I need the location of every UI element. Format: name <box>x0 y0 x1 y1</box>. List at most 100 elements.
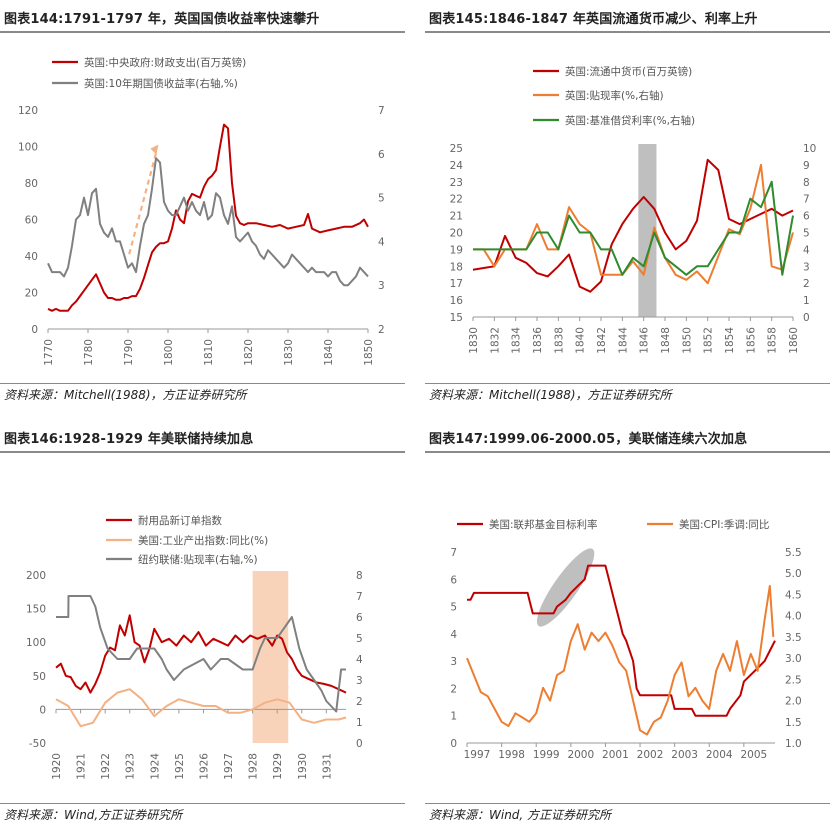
series-line <box>473 180 794 276</box>
legend-label: 英国:基准借贷利率(%,右轴) <box>565 114 695 127</box>
y-right-tick-label: 0 <box>803 312 810 324</box>
series-line <box>55 614 347 694</box>
y-left-tick-label: 17 <box>450 278 463 290</box>
y-right-tick-label: 6 <box>803 211 810 223</box>
legend-label: 英国:流通中货币(百万英镑) <box>565 65 692 78</box>
title-rule <box>425 451 830 453</box>
y-left-tick-label: 20 <box>25 288 38 300</box>
x-tick-label: 1838 <box>553 327 565 354</box>
y-right-tick-label: 6 <box>356 612 363 624</box>
y-right-tick-label: 5 <box>803 228 810 240</box>
chart-figure-144: 1770 1780 1790 1800 1810 1820 1830 1840 1850 0 20 4… <box>18 56 385 366</box>
y-left-tick-label: 100 <box>18 142 38 154</box>
x-tick-label: 1925 <box>174 753 186 780</box>
y-left-tick-label: -50 <box>29 738 46 750</box>
x-tick-label: 1830 <box>468 327 480 354</box>
panel-figure-145: 图表145:1846-1847 年英国流通货币减少、利率上升 1830 1832 1… <box>425 0 830 420</box>
series-line <box>47 157 369 287</box>
y-right-tick-label: 3 <box>378 280 385 292</box>
x-tick-label: 2000 <box>567 749 594 761</box>
y-left-tick-label: 0 <box>450 738 457 750</box>
x-tick-label: 1844 <box>617 327 629 354</box>
y-left-tick-label: 22 <box>450 194 463 206</box>
y-left-tick-label: 18 <box>450 261 463 273</box>
y-right-tick-label: 4 <box>803 244 810 256</box>
y-right-tick-label: 1 <box>803 295 810 307</box>
source-note: 资料来源：Wind,方正证券研究所 <box>4 808 183 822</box>
y-right-tick-label: 3.5 <box>785 632 802 644</box>
x-tick-label: 1997 <box>464 749 491 761</box>
legend-label: 英国:10年期国债收益率(右轴,%) <box>84 77 238 90</box>
y-right-tick-label: 7 <box>378 105 385 117</box>
x-tick-label: 2002 <box>637 749 664 761</box>
x-tick-label: 1929 <box>272 753 284 780</box>
panel-figure-146: 图表146:1928-1929 年美联储持续加息 1920 1921 1922 192… <box>0 420 405 840</box>
y-left-tick-label: 25 <box>450 143 463 155</box>
y-left-tick-label: 6 <box>450 574 457 586</box>
y-left-tick-label: 0 <box>31 324 38 336</box>
y-left-tick-label: 3 <box>450 656 457 668</box>
legend-label: 美国:CPI:季调:同比 <box>679 518 769 531</box>
y-left-tick-label: 40 <box>25 251 38 263</box>
y-left-tick-label: 21 <box>450 211 463 223</box>
x-tick-label: 1830 <box>283 339 295 366</box>
source-rule <box>0 803 405 804</box>
series-line <box>56 595 346 713</box>
highlight-ellipse <box>536 548 595 627</box>
source-note: 资料来源：Wind, 方正证券研究所 <box>429 808 612 822</box>
y-right-tick-label: 8 <box>356 570 363 582</box>
y-right-tick-label: 3 <box>356 675 363 687</box>
x-tick-label: 1921 <box>76 753 88 780</box>
y-right-tick-label: 2.0 <box>785 696 802 708</box>
x-tick-label: 1770 <box>43 339 55 366</box>
y-right-tick-label: 6 <box>378 149 385 161</box>
y-right-tick-label: 2 <box>378 324 385 336</box>
x-tick-label: 1810 <box>203 339 215 366</box>
x-tick-label: 1850 <box>681 327 693 354</box>
y-left-tick-label: 19 <box>450 244 463 256</box>
y-right-tick-label: 2 <box>803 278 810 290</box>
series-line <box>47 123 369 312</box>
y-left-tick-label: 100 <box>26 637 46 649</box>
chart-figure-147: 1997 1998 1999 2000 2001 2002 2003 2004 2005 0 1 2 3… <box>450 518 802 761</box>
source-note: 资料来源：Mitchell(1988)，方正证券研究所 <box>429 388 672 402</box>
x-tick-label: 1924 <box>149 753 161 780</box>
y-right-tick-label: 2 <box>356 696 363 708</box>
y-right-tick-label: 5 <box>378 193 385 205</box>
legend-label: 美国:工业产出指数:同比(%) <box>138 534 268 547</box>
chart-figure-146: 1920 1921 1922 1923 1924 1925 1926 1927 1928 1929… <box>26 514 363 780</box>
x-tick-label: 1840 <box>323 339 335 366</box>
source-note: 资料来源：Mitchell(1988)，方正证券研究所 <box>4 388 247 402</box>
annotation-arrow-head <box>150 144 159 155</box>
y-right-tick-label: 9 <box>803 160 810 172</box>
y-right-tick-label: 1.5 <box>785 717 802 729</box>
highlight-band <box>252 571 289 743</box>
x-tick-label: 2001 <box>602 749 629 761</box>
y-right-tick-label: 2.5 <box>785 674 802 686</box>
y-right-tick-label: 1.0 <box>785 738 802 750</box>
y-left-tick-label: 15 <box>450 312 463 324</box>
chart-title: 图表145:1846-1847 年英国流通货币减少、利率上升 <box>429 12 758 27</box>
x-tick-label: 1834 <box>511 327 523 354</box>
x-tick-label: 1928 <box>248 753 260 780</box>
x-tick-label: 1920 <box>51 753 63 780</box>
y-right-tick-label: 3.0 <box>785 653 802 665</box>
x-tick-label: 1846 <box>639 327 651 354</box>
panel-figure-147: 图表147:1999.06-2000.05，美联储连续六次加息 1997 1998… <box>425 420 830 840</box>
legend-label: 耐用品新订单指数 <box>138 514 222 527</box>
x-tick-label: 1856 <box>745 327 757 354</box>
x-tick-label: 1927 <box>223 753 235 780</box>
y-right-tick-label: 8 <box>803 177 810 189</box>
legend-label: 英国:中央政府:财政支出(百万英镑) <box>84 56 246 69</box>
y-left-tick-label: 0 <box>39 704 46 716</box>
source-rule <box>425 803 830 804</box>
series-line <box>473 163 794 285</box>
x-tick-label: 1820 <box>243 339 255 366</box>
x-tick-label: 1832 <box>489 327 501 354</box>
y-right-tick-label: 7 <box>356 591 363 603</box>
x-tick-label: 1860 <box>788 327 800 354</box>
series-line <box>467 564 776 717</box>
panel-figure-144: 图表144:1791-1797 年，英国国债收益率快速攀升 1770 1780 17… <box>0 0 405 420</box>
x-tick-label: 1931 <box>321 753 333 780</box>
y-right-tick-label: 4.0 <box>785 611 802 623</box>
